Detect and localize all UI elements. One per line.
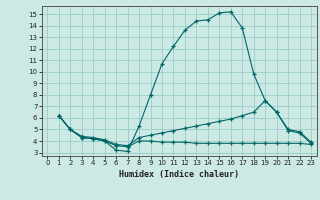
X-axis label: Humidex (Indice chaleur): Humidex (Indice chaleur) xyxy=(119,170,239,179)
